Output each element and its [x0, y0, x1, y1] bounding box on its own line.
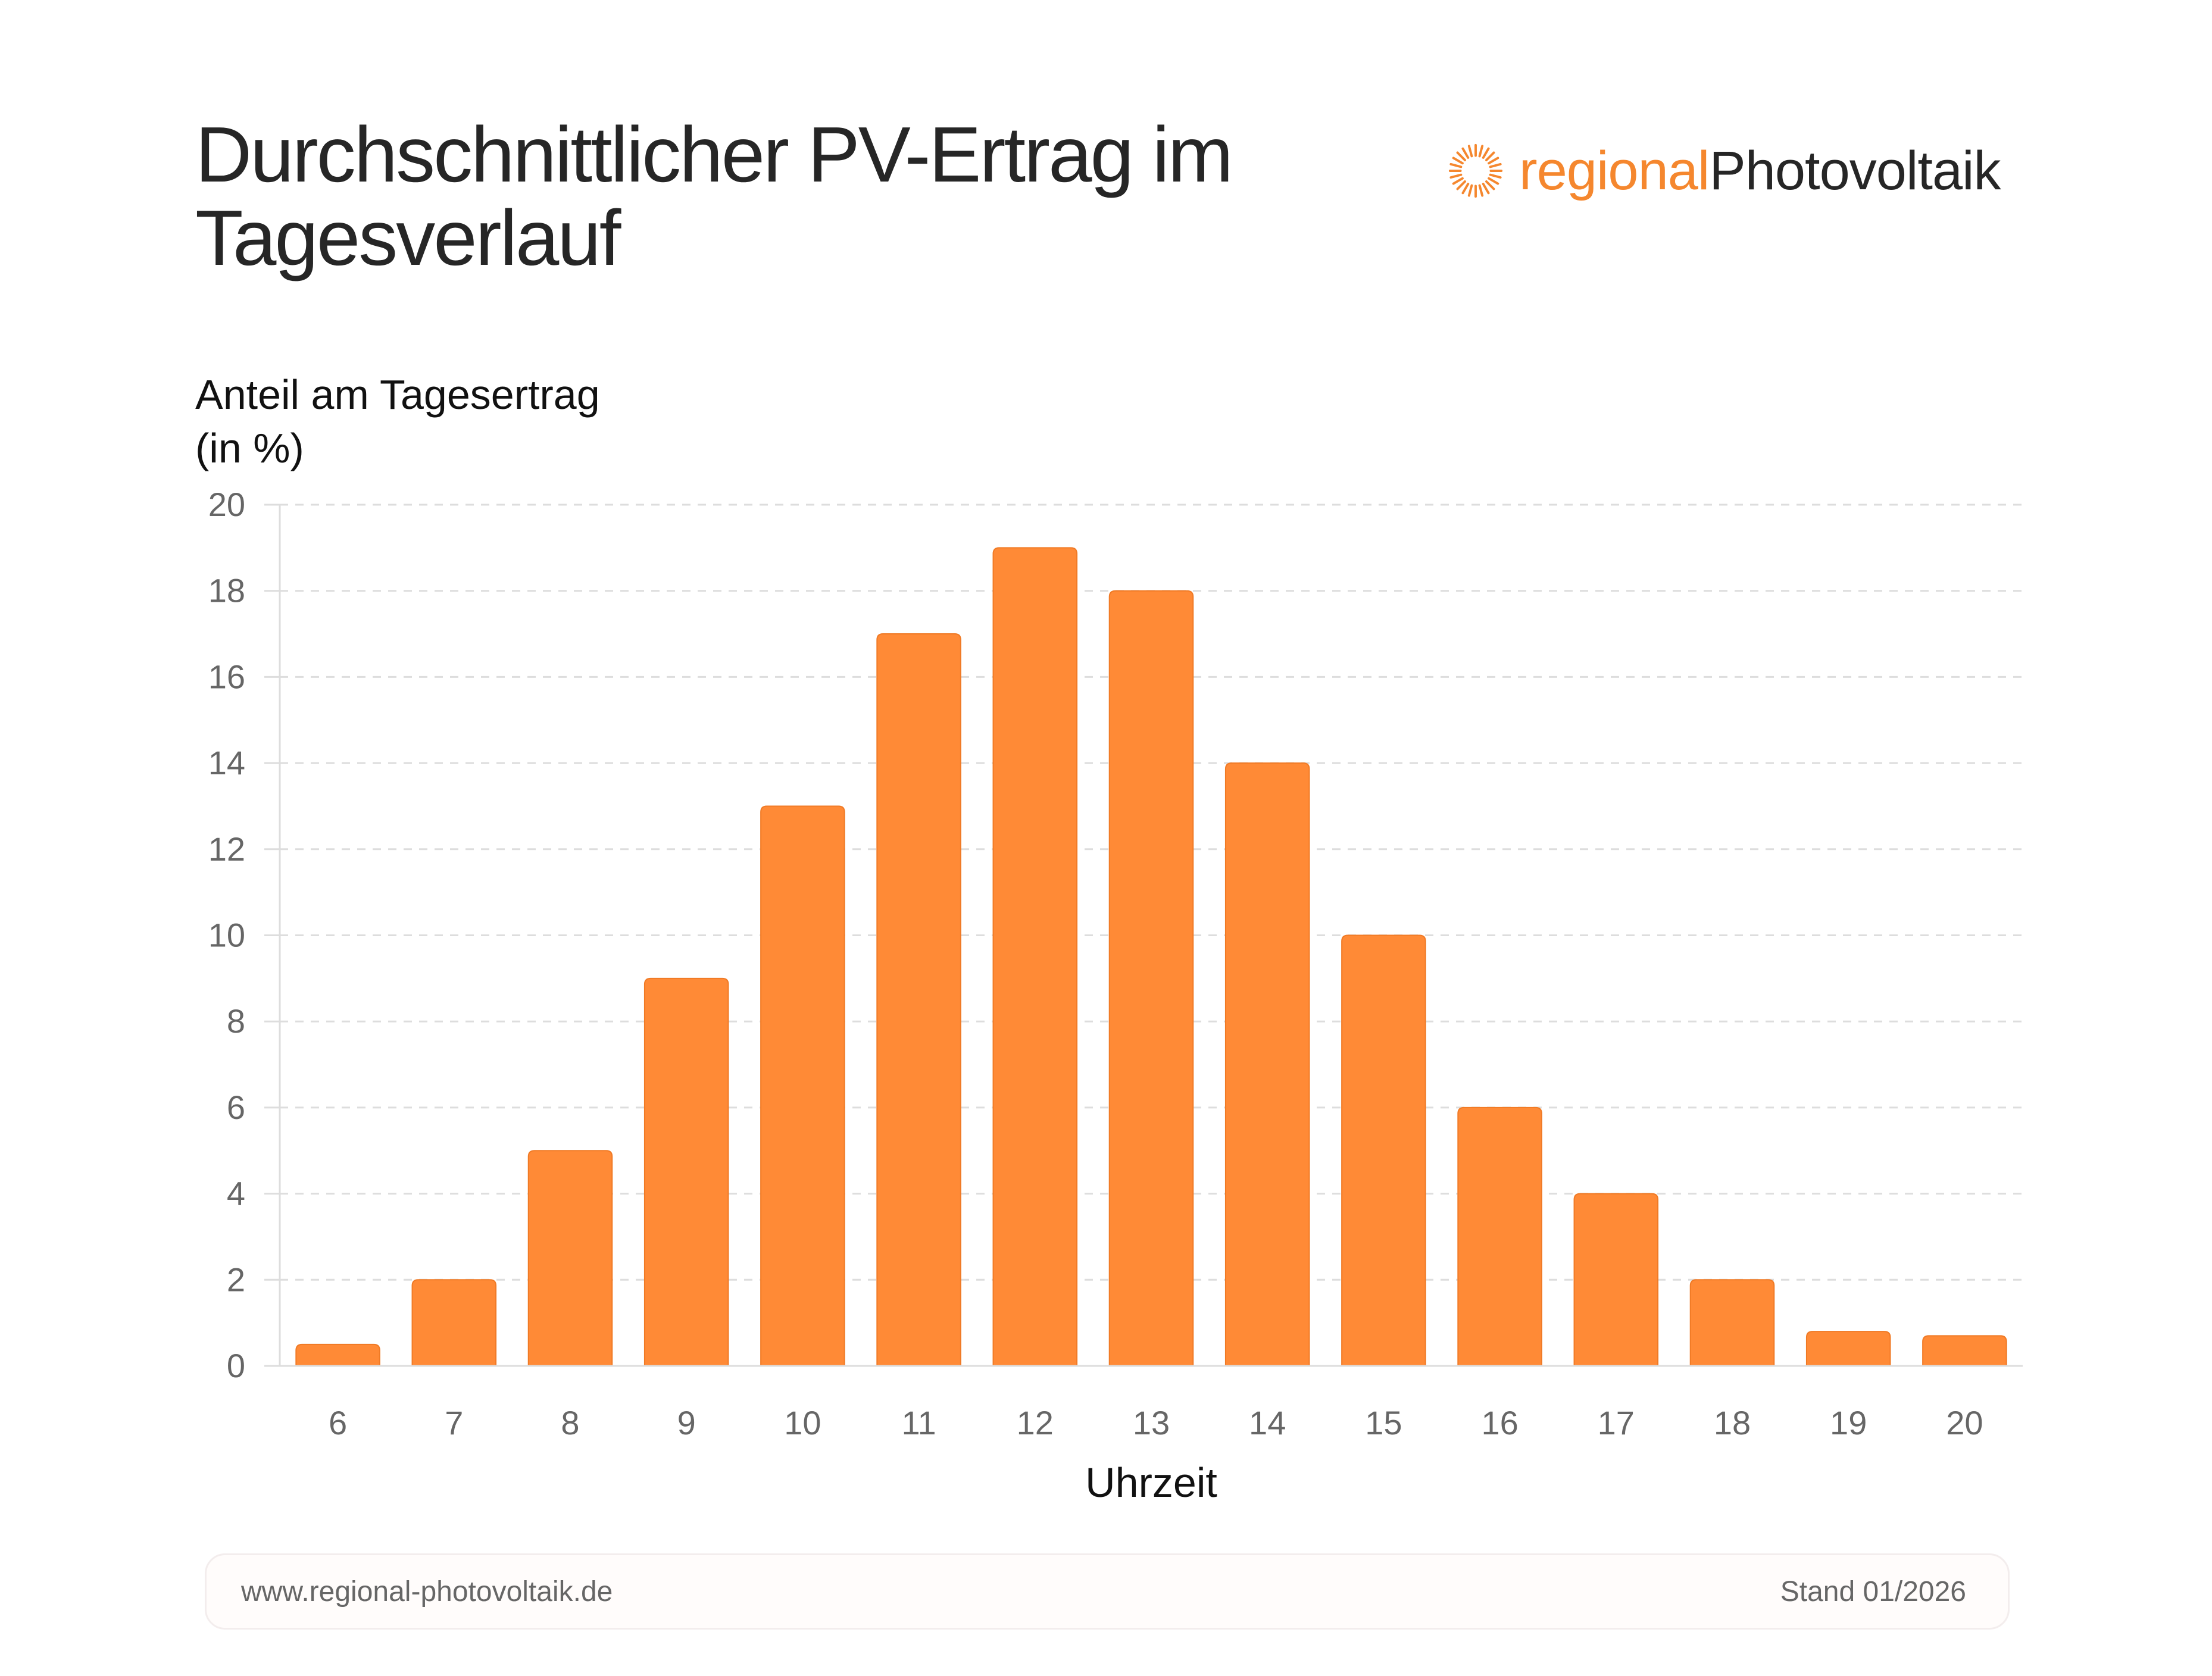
sun-ray	[1489, 173, 1502, 179]
bar-19[interactable]	[1805, 1331, 1891, 1367]
footer-stand: Stand 01/2026	[1780, 1575, 1966, 1608]
bar-15[interactable]	[1341, 934, 1426, 1367]
sun-ray	[1467, 184, 1473, 197]
logo-text-photovoltaik: Photovoltaik	[1709, 140, 2001, 201]
bar-14[interactable]	[1224, 762, 1310, 1367]
sun-ray	[1488, 157, 1499, 165]
footer-bar: www.regional-photovoltaik.de Stand 01/20…	[205, 1553, 2010, 1630]
bar-13[interactable]	[1108, 590, 1194, 1367]
x-tick-label: 18	[1714, 1404, 1751, 1442]
sun-ray	[1456, 151, 1466, 161]
y-tick-label: 6	[227, 1089, 245, 1126]
x-tick-label: 8	[561, 1404, 579, 1442]
y-tick-label: 14	[208, 744, 245, 781]
sun-ray	[1461, 147, 1470, 159]
bar-chart: 0 2 4 6 8 10 12 14 16 18 20 6 7 8 9 10 11 12 13 14 15 16 17 18 1…	[208, 486, 2023, 1506]
y-tick-label: 2	[227, 1261, 245, 1298]
y-axis-label: Anteil am Tagesertrag (in %)	[195, 368, 600, 475]
sun-ray	[1485, 180, 1495, 190]
y-tick-label: 16	[208, 658, 245, 695]
x-tick-label: 13	[1133, 1404, 1170, 1442]
x-tick-label: 10	[784, 1404, 821, 1442]
x-tick-label: 15	[1365, 1404, 1402, 1442]
y-tick-label: 20	[208, 486, 245, 523]
y-tick-label: 8	[227, 1002, 245, 1040]
x-tick-label: 17	[1598, 1404, 1635, 1442]
x-tick-label: 9	[677, 1404, 696, 1442]
bar-8[interactable]	[527, 1150, 613, 1367]
x-tick-label: 7	[445, 1404, 463, 1442]
sun-ray	[1461, 183, 1470, 195]
bar-6[interactable]	[295, 1343, 380, 1367]
bar-10[interactable]	[760, 805, 845, 1367]
x-tick-label: 16	[1481, 1404, 1518, 1442]
x-tick-label: 20	[1946, 1404, 1983, 1442]
sun-ray-icon	[1448, 143, 1503, 198]
x-tick-label: 6	[329, 1404, 347, 1442]
bar-16[interactable]	[1457, 1106, 1542, 1367]
x-tick-label: 11	[902, 1404, 936, 1442]
logo-text-regional: regional	[1519, 140, 1710, 201]
y-tick-label: 12	[208, 830, 245, 868]
sun-ray	[1467, 145, 1473, 158]
y-axis-label-line-2: (in %)	[195, 425, 304, 471]
x-tick-label: 14	[1249, 1404, 1286, 1442]
bar-18[interactable]	[1689, 1279, 1775, 1367]
y-axis-label-line-1: Anteil am Tagesertrag	[195, 371, 600, 418]
brand-logo[interactable]: regionalPhotovoltaik	[1446, 132, 2001, 210]
x-tick-label: 19	[1830, 1404, 1867, 1442]
sun-ray	[1449, 162, 1463, 168]
footer-url[interactable]: www.regional-photovoltaik.de	[241, 1575, 613, 1608]
bar-9[interactable]	[643, 977, 729, 1367]
bar-12[interactable]	[992, 547, 1078, 1367]
y-tick-label: 4	[227, 1175, 245, 1212]
bar-20[interactable]	[1922, 1335, 2007, 1367]
sun-ray	[1485, 151, 1495, 161]
chart-title: Durchschnittlicher PV-Ertrag im Tagesver…	[195, 111, 1233, 282]
logo-text: regionalPhotovoltaik	[1519, 140, 2001, 202]
x-tick-label: 12	[1017, 1404, 1054, 1442]
sun-ray	[1452, 177, 1464, 185]
x-axis-label: Uhrzeit	[1085, 1459, 1217, 1506]
sun-ray	[1488, 177, 1499, 185]
sun-ray	[1452, 157, 1464, 165]
sun-ray	[1478, 145, 1484, 158]
y-tick-label: 18	[208, 572, 245, 609]
bar-17[interactable]	[1573, 1193, 1659, 1367]
sun-ray	[1478, 184, 1484, 197]
sun-ray	[1456, 180, 1466, 190]
y-tick-label: 0	[227, 1347, 245, 1384]
y-tick-label: 10	[208, 917, 245, 954]
bar-11[interactable]	[876, 633, 961, 1367]
sun-ray	[1489, 162, 1502, 168]
sun-ray	[1482, 147, 1490, 159]
bar-7[interactable]	[411, 1279, 497, 1367]
sun-ray	[1449, 173, 1463, 179]
sun-ray	[1482, 183, 1490, 195]
